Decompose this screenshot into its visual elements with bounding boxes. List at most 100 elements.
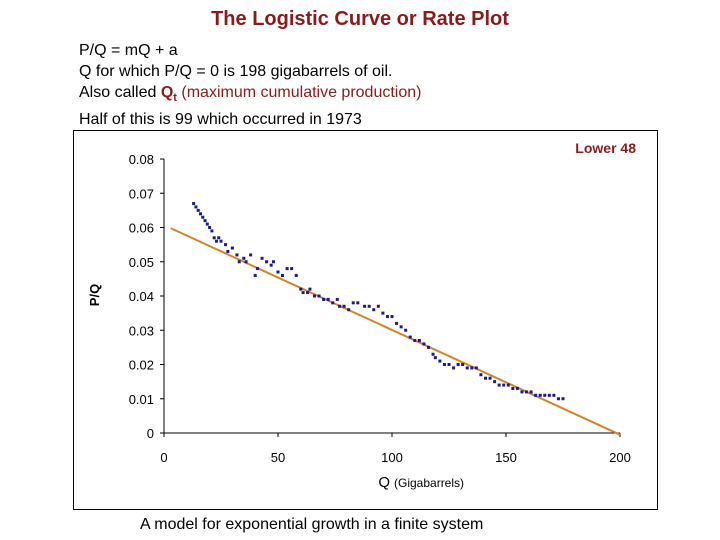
data-point [192,202,196,206]
data-point [301,291,305,295]
y-tick-label: 0.03 [129,323,154,338]
data-point [438,359,442,363]
qt-subscript: t [173,92,177,105]
data-point [408,335,412,339]
data-point [452,366,456,370]
y-axis-label: P/Q [87,284,102,306]
data-point [230,246,234,250]
data-point [372,308,376,312]
data-point [515,386,519,390]
data-point [431,352,435,356]
caption: A model for exponential growth in a fini… [140,516,484,533]
y-tick-label: 0.02 [129,358,154,373]
data-point [271,260,275,264]
data-point [285,267,289,271]
data-point [413,339,417,343]
data-point [317,294,321,298]
data-point [363,304,367,308]
data-point [488,376,492,380]
data-point [253,273,257,277]
data-point [198,212,202,216]
x-tick-label: 0 [160,450,167,465]
data-point [538,393,542,397]
data-point [269,263,273,267]
chart-annotation: Lower 48 [575,140,636,156]
data-point [224,243,228,247]
data-point [212,236,216,240]
qt-definition-line: Also called Qt (maximum cumulative produ… [79,82,421,109]
data-point [194,205,198,209]
x-axis-label: Q [378,474,390,491]
data-point [376,304,380,308]
x-tick-label: 100 [381,450,403,465]
data-point [456,363,460,366]
x-axis-label-name: Q [378,474,390,491]
notes-block: P/Q = mQ + a Q for which P/Q = 0 is 198 … [79,40,421,130]
data-point [529,390,533,394]
data-point [461,363,465,366]
data-point [276,270,280,274]
data-point [493,380,497,384]
data-point [506,383,510,387]
data-point [226,249,230,253]
data-point [417,339,421,343]
data-point [338,304,342,308]
data-point [205,222,209,226]
data-point [290,267,294,271]
data-point [395,321,399,325]
y-tick-label: 0.04 [129,289,154,304]
data-point [520,390,524,394]
data-point [342,304,346,308]
data-point [326,297,330,301]
qt-symbol: Qt [160,84,177,105]
data-point [312,294,316,298]
data-point [235,253,239,257]
data-point [404,328,408,332]
data-point [422,342,426,346]
data-points [192,202,565,401]
data-point [502,383,506,387]
data-point [210,229,214,233]
fit-line-layer [170,227,621,436]
data-point [447,363,451,366]
x-axis-unit: (Gigabarrels) [394,476,464,490]
data-point [201,215,205,219]
data-point [483,376,487,380]
zero-intercept-line: Q for which P/Q = 0 is 198 gigabarrels o… [79,63,393,80]
data-point [426,345,430,349]
chart-frame: 0 0.01 0.02 0.03 0.04 0.05 0.06 0.07 0.08 0 50 100 1… [73,130,658,510]
data-point [381,311,385,315]
data-point [497,383,501,387]
data-point [255,267,259,271]
data-point [470,366,474,370]
slide-title: The Logistic Curve or Rate Plot [211,8,509,30]
data-point [214,239,218,243]
y-tick-label: 0.08 [129,152,154,167]
y-tick-label: 0 [147,426,154,441]
data-point [208,226,212,229]
data-point [281,273,285,277]
data-point [237,260,241,264]
y-tick-label: 0.01 [129,392,154,407]
data-point [299,287,303,291]
data-point [308,287,312,291]
data-point [511,386,515,390]
data-point [242,256,246,260]
data-point [543,393,547,397]
data-point [390,315,394,319]
data-point [335,297,339,301]
qt-prefix: Also called [79,84,161,101]
qt-q: Q [160,84,174,101]
data-point [249,253,253,257]
data-point [399,325,403,329]
data-point [561,397,565,401]
axes: 0 0.01 0.02 0.03 0.04 0.05 0.06 0.07 0.08 0 50 100 1… [129,152,631,465]
data-point [552,393,556,397]
data-point [294,273,298,277]
data-point [465,366,469,370]
data-point [347,308,351,312]
data-point [196,208,200,212]
y-tick-label: 0.06 [129,221,154,236]
data-point [385,315,389,319]
data-point [219,239,223,243]
